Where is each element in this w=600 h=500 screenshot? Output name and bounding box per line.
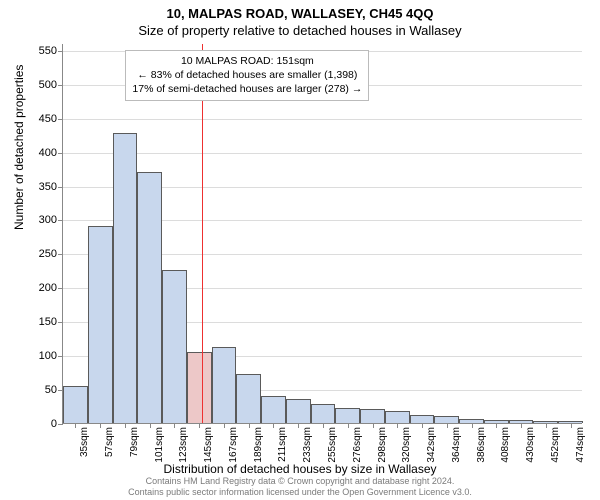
subtitle: Size of property relative to detached ho… [0, 21, 600, 38]
footer-line-1: Contains HM Land Registry data © Crown c… [0, 476, 600, 487]
x-tick-label: 276sqm [352, 427, 363, 463]
footer-line-2: Contains public sector information licen… [0, 487, 600, 498]
x-tick-mark [199, 423, 200, 428]
histogram-bar [335, 408, 360, 423]
annotation-line: ← 83% of detached houses are smaller (1,… [132, 68, 362, 82]
x-tick-label: 342sqm [426, 427, 437, 463]
address-title: 10, MALPAS ROAD, WALLASEY, CH45 4QQ [0, 0, 600, 21]
x-tick-mark [348, 423, 349, 428]
histogram-bar [434, 416, 459, 423]
x-tick-label: 101sqm [154, 427, 165, 463]
x-tick-label: 255sqm [327, 427, 338, 463]
x-tick-label: 145sqm [203, 427, 214, 463]
grid-line [63, 119, 582, 120]
x-tick-mark [100, 423, 101, 428]
y-tick-label: 50 [45, 384, 63, 396]
y-tick-label: 0 [51, 418, 63, 430]
x-tick-mark [422, 423, 423, 428]
x-tick-mark [546, 423, 547, 428]
histogram-bar [162, 270, 187, 423]
histogram-bar [360, 409, 385, 423]
x-tick-mark [273, 423, 274, 428]
annotation-line: 17% of semi-detached houses are larger (… [132, 82, 362, 96]
x-tick-mark [298, 423, 299, 428]
footer-attribution: Contains HM Land Registry data © Crown c… [0, 476, 600, 498]
x-tick-mark [125, 423, 126, 428]
x-tick-mark [571, 423, 572, 428]
x-tick-label: 364sqm [451, 427, 462, 463]
y-tick-label: 450 [39, 113, 63, 125]
chart-plot-area: 05010015020025030035040045050055035sqm57… [62, 44, 582, 424]
x-tick-label: 167sqm [228, 427, 239, 463]
x-tick-label: 123sqm [178, 427, 189, 463]
grid-line [63, 153, 582, 154]
histogram-bar [311, 404, 336, 423]
y-tick-label: 350 [39, 181, 63, 193]
histogram-bar [88, 226, 113, 423]
y-tick-label: 200 [39, 282, 63, 294]
histogram-bar [187, 352, 212, 423]
histogram-bar [286, 399, 311, 423]
x-tick-label: 408sqm [500, 427, 511, 463]
x-tick-mark [447, 423, 448, 428]
x-axis-title: Distribution of detached houses by size … [0, 462, 600, 476]
x-tick-label: 474sqm [575, 427, 586, 463]
x-tick-mark [150, 423, 151, 428]
x-tick-label: 386sqm [476, 427, 487, 463]
y-tick-label: 250 [39, 248, 63, 260]
histogram-bar [410, 415, 435, 423]
x-tick-label: 35sqm [79, 427, 90, 457]
annotation-line: 10 MALPAS ROAD: 151sqm [132, 54, 362, 68]
histogram-bar [261, 396, 286, 423]
x-tick-mark [521, 423, 522, 428]
x-tick-mark [75, 423, 76, 428]
x-tick-label: 79sqm [129, 427, 140, 457]
x-tick-label: 189sqm [253, 427, 264, 463]
y-tick-label: 550 [39, 45, 63, 57]
x-tick-mark [397, 423, 398, 428]
y-tick-label: 400 [39, 147, 63, 159]
y-axis-title: Number of detached properties [12, 65, 26, 230]
histogram-bar [236, 374, 261, 423]
x-tick-label: 320sqm [401, 427, 412, 463]
x-tick-label: 57sqm [104, 427, 115, 457]
y-tick-label: 300 [39, 214, 63, 226]
x-tick-label: 211sqm [277, 427, 288, 462]
x-tick-mark [472, 423, 473, 428]
x-tick-label: 233sqm [302, 427, 313, 463]
histogram-bar [385, 411, 410, 423]
histogram-bar [113, 133, 138, 423]
y-tick-label: 500 [39, 79, 63, 91]
histogram-bar [212, 347, 237, 423]
x-tick-label: 298sqm [377, 427, 388, 463]
annotation-box: 10 MALPAS ROAD: 151sqm← 83% of detached … [125, 50, 369, 101]
x-tick-mark [249, 423, 250, 428]
x-tick-mark [323, 423, 324, 428]
x-tick-mark [224, 423, 225, 428]
histogram-bar [63, 386, 88, 423]
y-tick-label: 150 [39, 316, 63, 328]
chart-container: 10, MALPAS ROAD, WALLASEY, CH45 4QQ Size… [0, 0, 600, 500]
reference-line [202, 44, 203, 423]
x-tick-mark [174, 423, 175, 428]
x-tick-label: 452sqm [550, 427, 561, 463]
x-tick-mark [496, 423, 497, 428]
x-tick-mark [373, 423, 374, 428]
x-tick-label: 430sqm [525, 427, 536, 463]
y-tick-label: 100 [39, 350, 63, 362]
histogram-bar [137, 172, 162, 423]
